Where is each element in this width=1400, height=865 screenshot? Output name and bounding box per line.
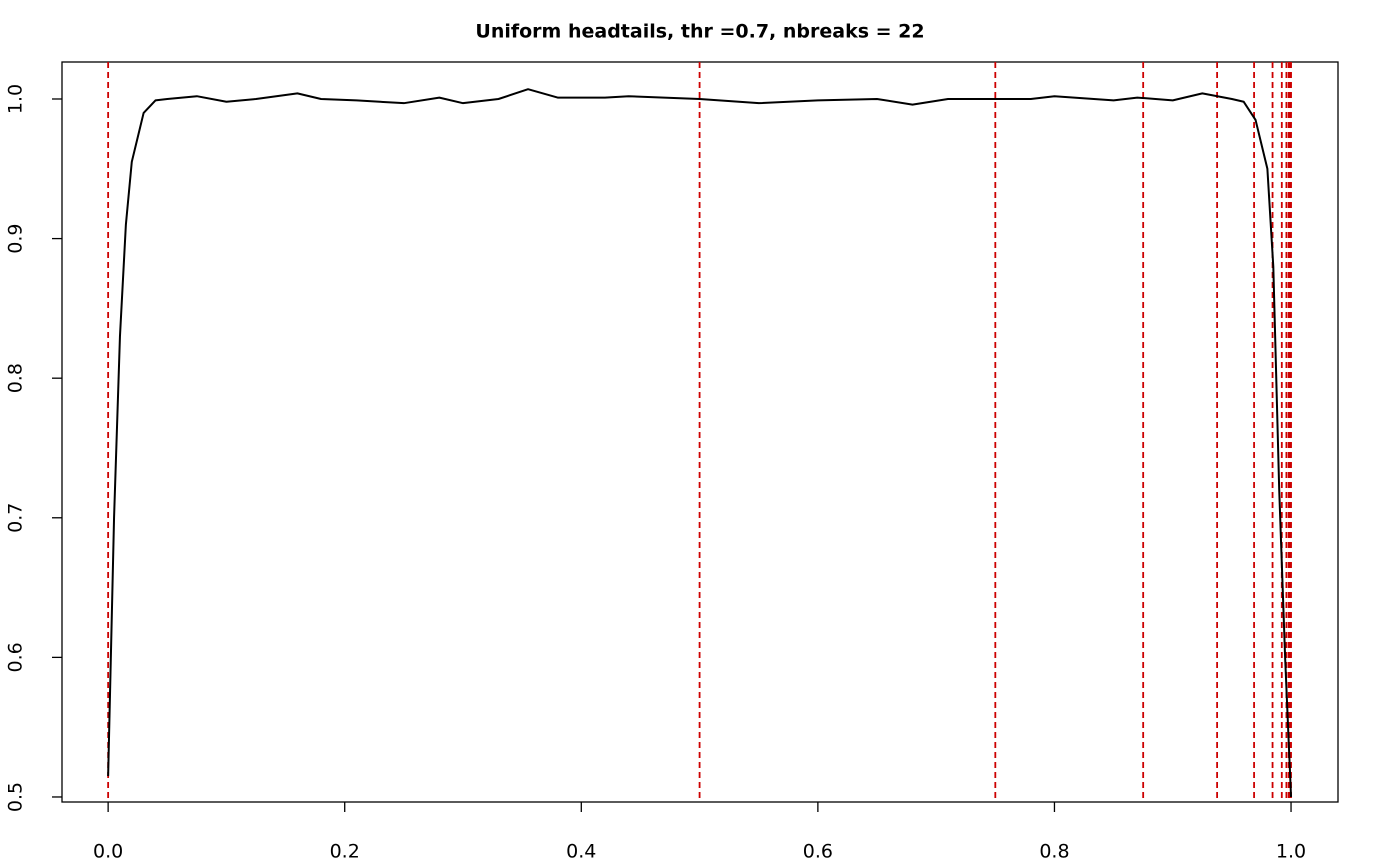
- x-tick-label: 0.4: [566, 841, 596, 863]
- chart-title: Uniform headtails, thr =0.7, nbreaks = 2…: [475, 21, 924, 43]
- y-tick-label: 0.5: [5, 782, 27, 812]
- y-tick-label: 0.7: [5, 503, 27, 533]
- x-tick-label: 0.2: [330, 841, 360, 863]
- y-tick-label: 0.8: [5, 363, 27, 393]
- y-tick-label: 1.0: [5, 84, 27, 114]
- x-tick-label: 0.0: [93, 841, 123, 863]
- x-tick-label: 1.0: [1276, 841, 1306, 863]
- y-tick-label: 0.9: [5, 223, 27, 253]
- density-line: [107, 88, 1293, 798]
- x-tick-label: 0.6: [803, 841, 833, 863]
- x-tick-label: 0.8: [1039, 841, 1069, 863]
- y-tick-label: 0.6: [5, 642, 27, 672]
